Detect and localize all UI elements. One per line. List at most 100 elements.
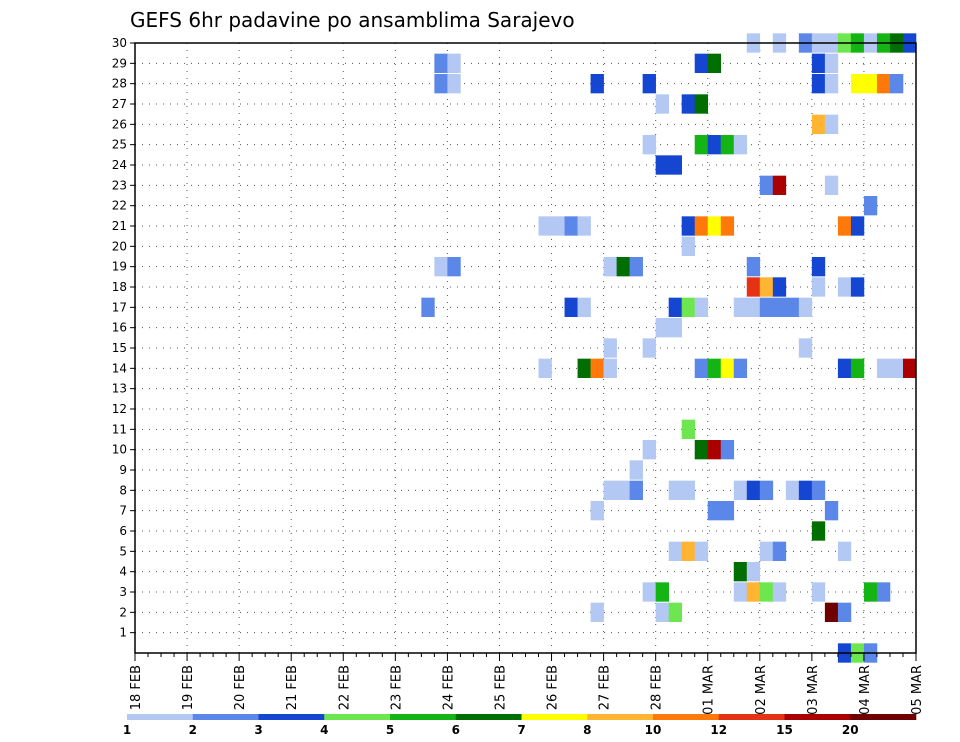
heatmap-cell [694,440,709,460]
y-tick-label: 20 [112,239,127,253]
heatmap-cell [694,135,709,155]
y-tick-label: 7 [119,504,127,518]
heatmap-cell [564,216,578,236]
x-tick-label: 02 MAR [754,665,769,715]
heatmap-cell [668,541,682,561]
heatmap-cell [876,74,891,94]
heatmap-cell [798,297,813,317]
x-tick-label: 04 MAR [858,665,873,715]
heatmap-cell [720,135,735,155]
heatmap-cell [434,53,448,73]
heatmap-cell [642,135,656,155]
legend-swatch [784,714,851,720]
y-tick-label: 2 [119,605,127,619]
x-tick-label: 18 FEB [129,665,144,710]
legend-swatch [192,714,259,720]
heatmap-cell [681,297,696,317]
y-tick-label: 12 [112,402,127,416]
heatmap-cell [616,480,630,500]
heatmap-cell [707,501,722,521]
heatmap-cell [590,358,604,378]
y-tick-label: 6 [119,524,127,538]
heatmap-cell [772,541,787,561]
heatmap-cell [538,216,552,236]
heatmap-cell [681,94,696,114]
y-tick-label: 28 [112,77,127,91]
heatmap-cell [590,602,604,622]
legend-label: 3 [254,723,262,737]
y-axis-ticks: 1234567891011121314151617181920212223242… [112,36,135,640]
y-tick-label: 11 [112,422,127,436]
heatmap-cell [876,582,891,602]
heatmap-cell [421,297,435,317]
x-tick-label: 23 FEB [389,665,404,710]
heatmap-cell [538,358,552,378]
y-tick-label: 17 [112,300,127,314]
heatmap-cell [733,358,748,378]
heatmap-cell [837,277,852,297]
heatmap-cell [447,74,461,94]
heatmap-cell [759,541,774,561]
y-tick-label: 24 [112,158,127,172]
y-tick-label: 14 [112,361,127,375]
heatmap-cell [447,257,461,277]
heatmap-cell [811,257,826,277]
heatmap-cell [577,216,591,236]
legend-label: 6 [452,723,460,737]
heatmap-cell [746,257,761,277]
heatmap-cell [616,257,630,277]
heatmap-cell [733,562,748,582]
heatmap-cell [759,480,774,500]
heatmap-cell [811,277,826,297]
heatmap-cell [655,94,669,114]
heatmap-cell [642,440,656,460]
heatmap-cell [772,297,787,317]
x-tick-label: 21 FEB [285,665,300,710]
heatmap-cell [447,53,461,73]
legend-swatch [653,714,720,720]
heatmap-cell [837,602,852,622]
heatmap-cell [759,582,774,602]
x-tick-label: 26 FEB [546,665,561,710]
y-tick-label: 13 [112,382,127,396]
heatmap-cell [824,602,839,622]
legend-label: 20 [842,723,859,737]
legend-label: 15 [776,723,793,737]
legend-swatch [127,714,194,720]
heatmap-cell [772,175,787,195]
y-tick-label: 15 [112,341,127,355]
heatmap-cell [434,257,448,277]
heatmap-cell [746,582,761,602]
heatmap-cell [876,358,891,378]
legend-swatch [455,714,522,720]
heatmap-cell [551,216,565,236]
y-tick-label: 18 [112,280,127,294]
heatmap-cell [811,114,826,134]
heatmap-cell [759,297,774,317]
heatmap-cell [863,196,878,216]
heatmap-cell [889,74,904,94]
heatmap-cell [655,602,669,622]
heatmap-cell [655,582,669,602]
heatmap-cell [681,480,696,500]
heatmap-cell [603,358,617,378]
heatmap-cell [720,501,735,521]
y-tick-label: 5 [119,544,127,558]
heatmap-cell [655,318,669,338]
legend-swatch [587,714,654,720]
heatmap-cell [798,480,813,500]
heatmap-cell [629,257,643,277]
legend-label: 12 [710,723,727,737]
heatmap-cell [811,582,826,602]
x-tick-label: 03 MAR [806,665,821,715]
heatmap-cell [863,582,878,602]
heatmap-cell [824,114,839,134]
heatmap-cell [811,74,826,94]
heatmap-cells [421,33,917,663]
x-tick-label: 20 FEB [233,665,248,710]
heatmap-cell [785,297,800,317]
heatmap-cell [733,135,748,155]
heatmap-cell [564,297,578,317]
heatmap-cell [590,501,604,521]
heatmap-cell [603,338,617,358]
